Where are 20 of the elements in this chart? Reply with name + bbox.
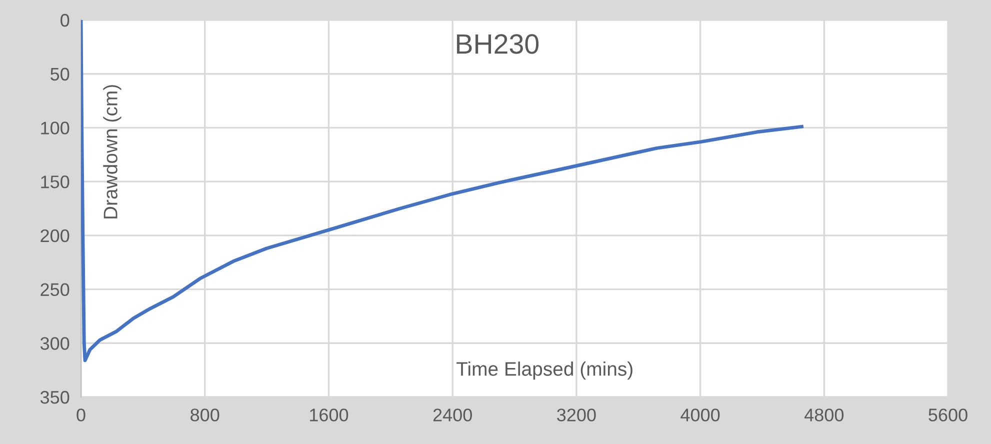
x-axis-title: Time Elapsed (mins) <box>456 362 632 380</box>
line-series <box>81 20 804 362</box>
x-tick-label: 1600 <box>310 408 348 422</box>
y-tick-label: 100 <box>41 122 70 134</box>
y-tick-label: 300 <box>40 337 70 350</box>
x-tick-label: 5600 <box>928 408 968 422</box>
y-tick-label: 200 <box>40 229 70 242</box>
y-tick-label: 350 <box>40 390 70 404</box>
y-axis-title: Drawdown (cm) <box>103 85 122 218</box>
x-tick-label: 4000 <box>680 408 720 422</box>
y-tick-label: 250 <box>40 283 70 296</box>
x-tick-label: 3200 <box>557 408 596 422</box>
y-tick-label: 0 <box>60 14 70 27</box>
y-tick-label: 150 <box>41 176 70 188</box>
x-tick-label: 2400 <box>433 408 472 422</box>
x-tick-label: 0 <box>76 408 86 422</box>
y-tick-label: 50 <box>50 68 70 81</box>
x-tick-label: 800 <box>190 408 220 422</box>
chart-title: BH230 <box>456 34 539 54</box>
x-tick-label: 4800 <box>804 408 844 422</box>
